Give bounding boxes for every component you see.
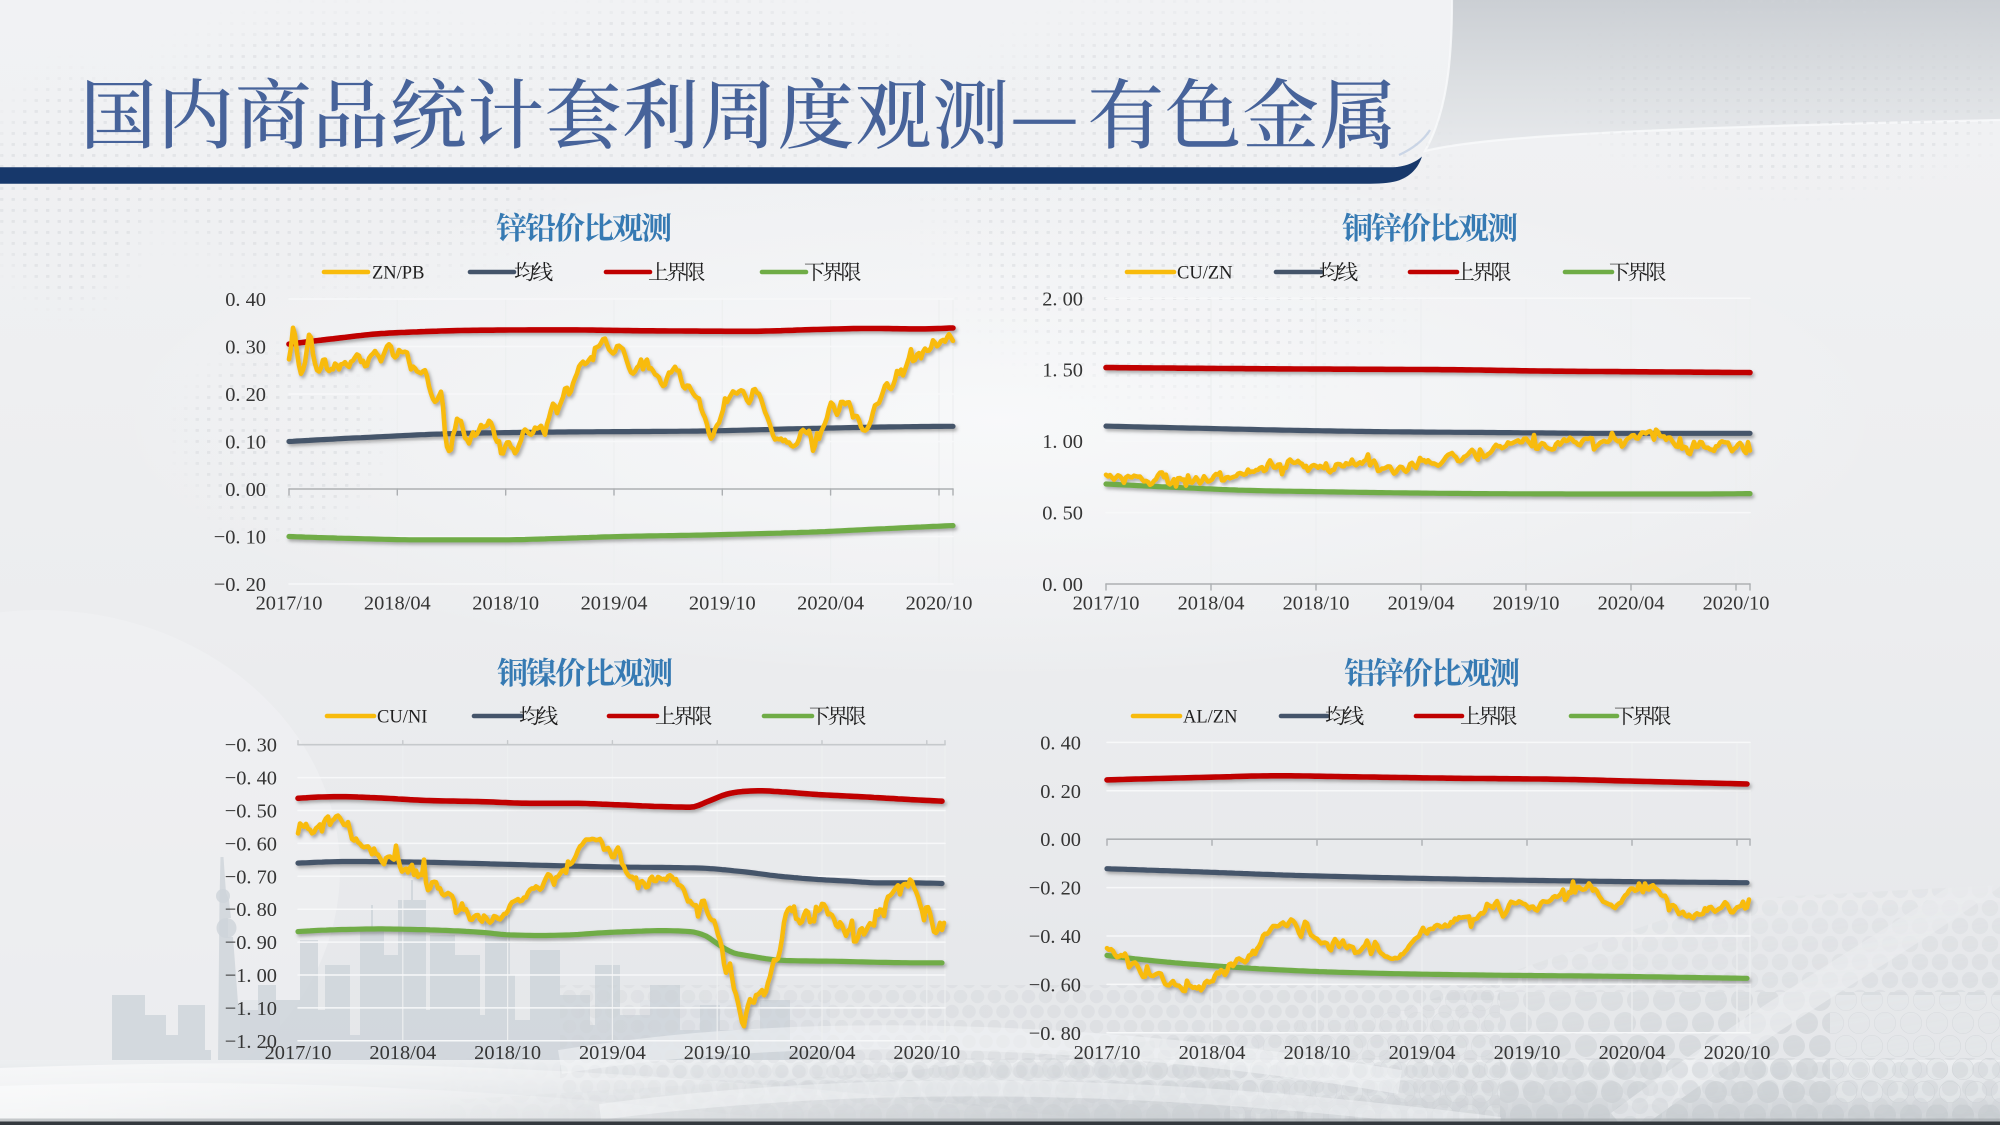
svg-text:2. 00: 2. 00 xyxy=(1042,288,1083,310)
svg-text:−0. 40: −0. 40 xyxy=(225,768,277,790)
svg-text:2020/04: 2020/04 xyxy=(789,1042,856,1064)
svg-text:2020/04: 2020/04 xyxy=(1598,593,1665,615)
svg-text:−1. 00: −1. 00 xyxy=(225,965,277,987)
svg-text:−1. 10: −1. 10 xyxy=(225,998,277,1020)
svg-text:2019/04: 2019/04 xyxy=(579,1042,646,1064)
svg-text:2018/10: 2018/10 xyxy=(1283,593,1350,615)
svg-text:−0. 20: −0. 20 xyxy=(214,574,266,596)
svg-text:2017/10: 2017/10 xyxy=(1073,593,1140,615)
svg-text:0. 40: 0. 40 xyxy=(225,289,266,311)
svg-text:0. 40: 0. 40 xyxy=(1040,732,1081,754)
svg-text:2017/10: 2017/10 xyxy=(1074,1042,1141,1064)
svg-text:2019/10: 2019/10 xyxy=(689,593,756,615)
svg-text:1. 00: 1. 00 xyxy=(1042,431,1083,453)
svg-text:2020/10: 2020/10 xyxy=(893,1042,960,1064)
svg-text:2018/04: 2018/04 xyxy=(369,1042,436,1064)
svg-text:2019/10: 2019/10 xyxy=(1493,593,1560,615)
svg-text:AL/ZN: AL/ZN xyxy=(1183,708,1237,728)
svg-text:2019/10: 2019/10 xyxy=(1494,1042,1561,1064)
svg-text:CU/NI: CU/NI xyxy=(377,708,427,728)
svg-text:CU/ZN: CU/ZN xyxy=(1177,264,1233,284)
svg-text:2019/10: 2019/10 xyxy=(684,1042,751,1064)
svg-text:2018/10: 2018/10 xyxy=(472,593,539,615)
svg-text:2020/04: 2020/04 xyxy=(797,593,864,615)
svg-text:2020/10: 2020/10 xyxy=(1704,1042,1771,1064)
svg-text:1. 50: 1. 50 xyxy=(1042,360,1083,382)
svg-text:0. 00: 0. 00 xyxy=(1040,829,1081,851)
svg-text:2017/10: 2017/10 xyxy=(256,593,323,615)
svg-text:0. 20: 0. 20 xyxy=(225,384,266,406)
svg-text:−0. 70: −0. 70 xyxy=(225,866,277,888)
svg-text:2019/04: 2019/04 xyxy=(1388,593,1455,615)
svg-text:2017/10: 2017/10 xyxy=(265,1042,332,1064)
svg-text:−1. 20: −1. 20 xyxy=(225,1031,277,1053)
svg-text:2019/04: 2019/04 xyxy=(1389,1042,1456,1064)
svg-text:2020/10: 2020/10 xyxy=(1703,593,1770,615)
svg-text:ZN/PB: ZN/PB xyxy=(372,264,424,284)
svg-text:−0. 20: −0. 20 xyxy=(1029,878,1081,900)
svg-text:0. 10: 0. 10 xyxy=(225,432,266,454)
svg-text:−0. 90: −0. 90 xyxy=(225,932,277,954)
svg-text:−0. 50: −0. 50 xyxy=(225,801,277,823)
svg-text:−0. 60: −0. 60 xyxy=(1029,974,1081,996)
svg-text:2020/10: 2020/10 xyxy=(906,593,973,615)
svg-text:−0. 40: −0. 40 xyxy=(1029,926,1081,948)
svg-text:2020/04: 2020/04 xyxy=(1599,1042,1666,1064)
svg-text:0. 00: 0. 00 xyxy=(1042,574,1083,596)
svg-text:2019/04: 2019/04 xyxy=(581,593,648,615)
svg-text:2018/10: 2018/10 xyxy=(474,1042,541,1064)
svg-text:0. 00: 0. 00 xyxy=(225,479,266,501)
svg-text:2018/04: 2018/04 xyxy=(364,593,431,615)
svg-text:0. 30: 0. 30 xyxy=(225,337,266,359)
svg-text:0. 50: 0. 50 xyxy=(1042,503,1083,525)
svg-text:0. 20: 0. 20 xyxy=(1040,781,1081,803)
svg-text:−0. 10: −0. 10 xyxy=(214,527,266,549)
svg-text:−0. 30: −0. 30 xyxy=(225,735,277,757)
svg-text:2018/04: 2018/04 xyxy=(1179,1042,1246,1064)
svg-text:2018/04: 2018/04 xyxy=(1178,593,1245,615)
svg-text:−0. 80: −0. 80 xyxy=(1029,1023,1081,1045)
svg-text:−0. 80: −0. 80 xyxy=(225,899,277,921)
svg-text:2018/10: 2018/10 xyxy=(1284,1042,1351,1064)
svg-text:−0. 60: −0. 60 xyxy=(225,833,277,855)
